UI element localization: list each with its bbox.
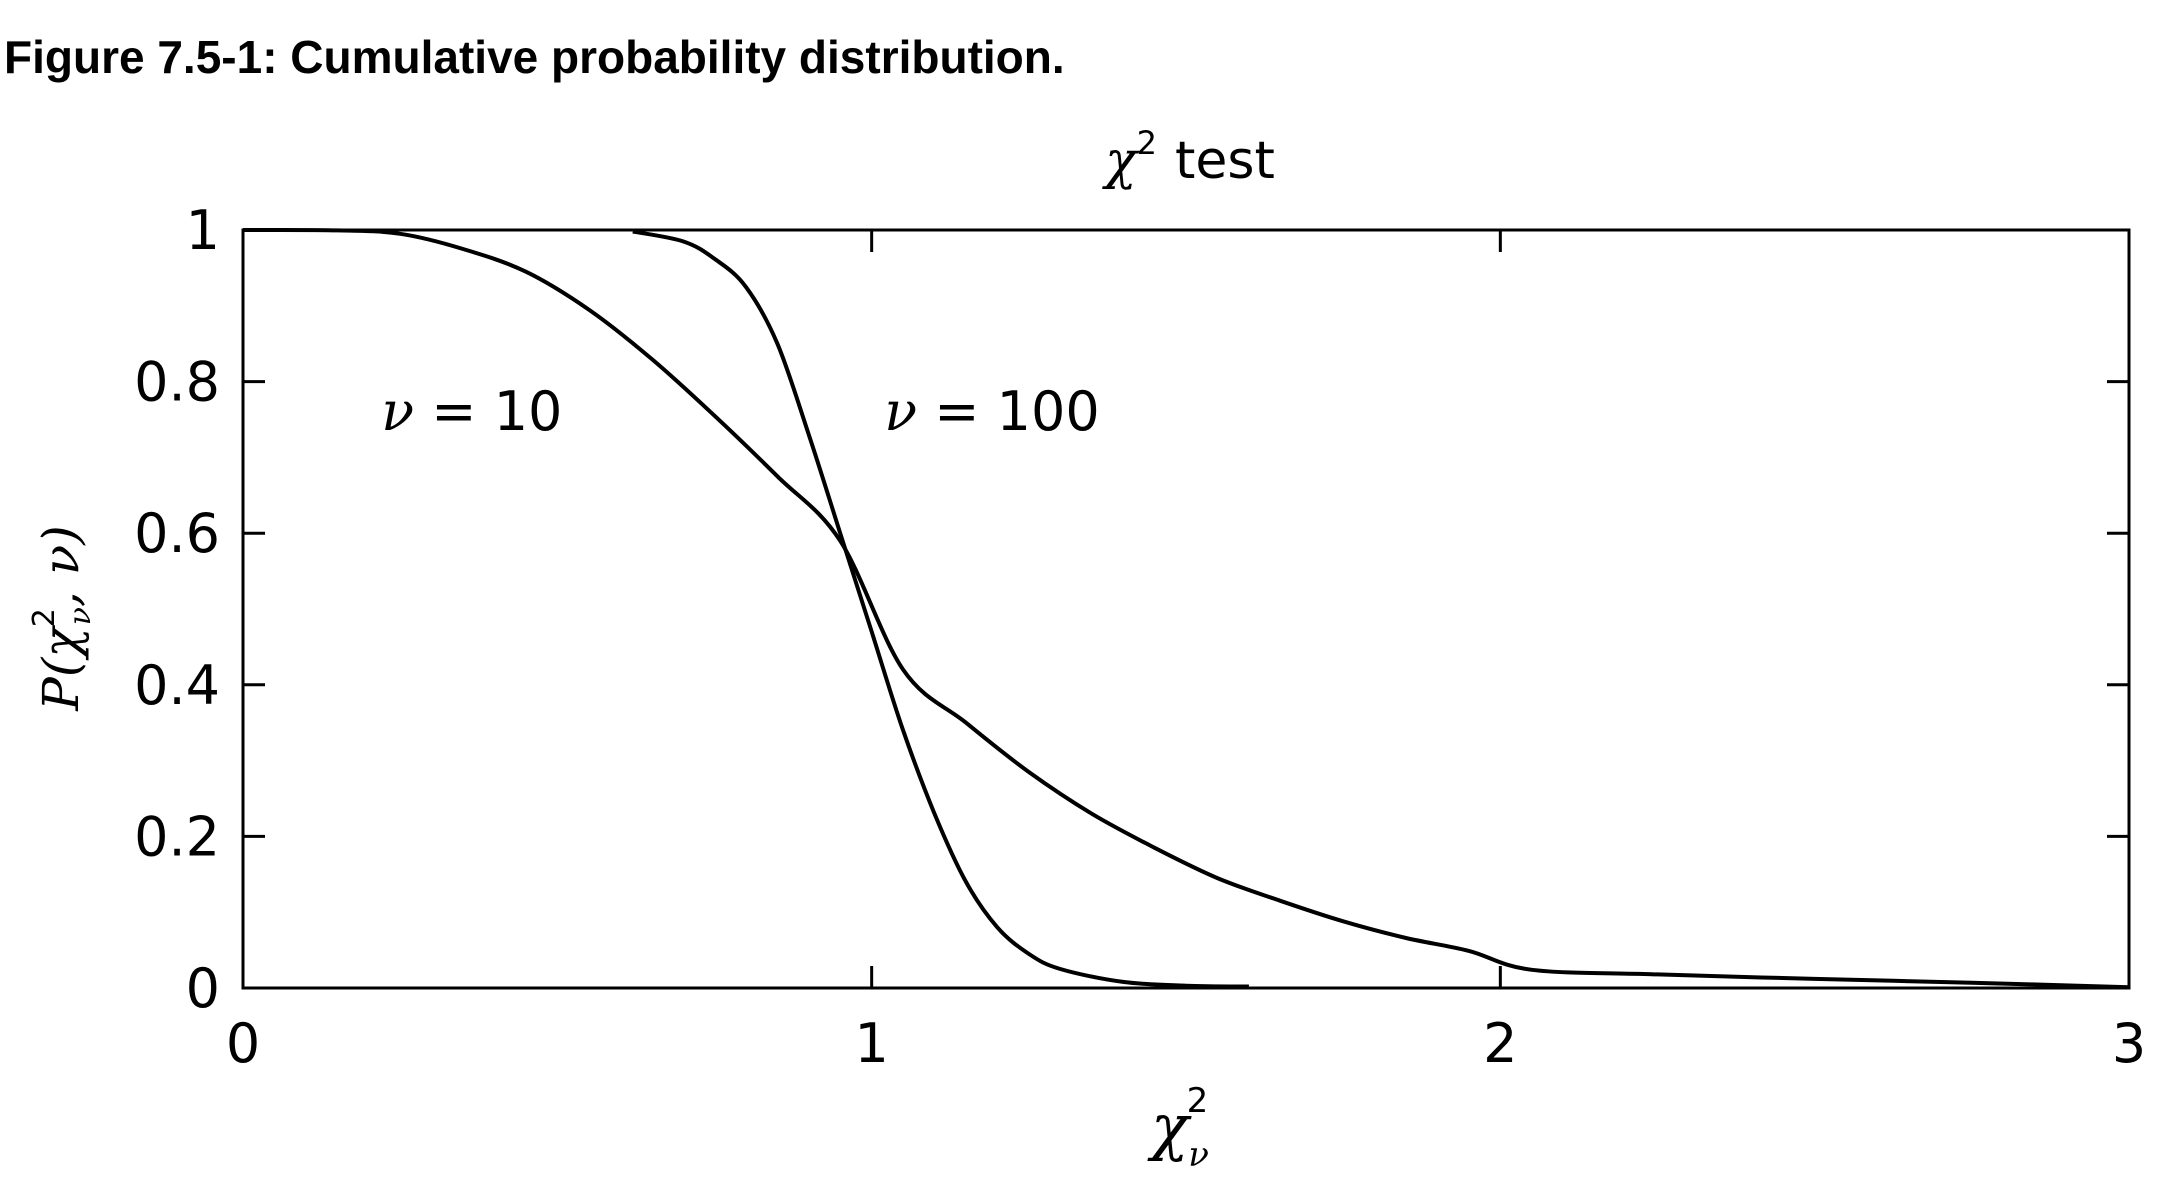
y-tick-label: 1 bbox=[186, 199, 220, 262]
y-tick-label: 0.2 bbox=[134, 805, 220, 868]
series-line-2 bbox=[632, 229, 1249, 989]
y-axis-label-subscript: ν bbox=[63, 607, 98, 625]
curve-label-1: ν = 10 bbox=[381, 380, 562, 443]
y-tick-label: 0.4 bbox=[134, 654, 220, 717]
series-layer bbox=[242, 227, 2130, 990]
ticks-layer: 0 1 2 3 0 0.2 0.4 0.6 0.8 1 bbox=[134, 199, 2146, 1075]
y-axis-label: P(χ2ν, ν) bbox=[27, 525, 98, 712]
figure-caption: Figure 7.5-1: Cumulative probability dis… bbox=[4, 31, 1065, 83]
curve-label-symbol: ν bbox=[884, 380, 917, 443]
curve-label-symbol: ν bbox=[381, 380, 414, 443]
plot-area bbox=[241, 228, 2131, 990]
curve-label-text: = 10 bbox=[414, 380, 562, 443]
x-axis-label-superscript: 2 bbox=[1187, 1081, 1209, 1121]
x-tick-label: 2 bbox=[1483, 1012, 1517, 1075]
annotations-layer: ν = 10 ν = 100 bbox=[381, 380, 1099, 443]
curve-label-2: ν = 100 bbox=[884, 380, 1099, 443]
x-tick-label: 3 bbox=[2112, 1012, 2146, 1075]
y-tick-label: 0.6 bbox=[134, 502, 220, 565]
x-axis-label-symbol: χ bbox=[1147, 1090, 1192, 1163]
chart-title-text: test bbox=[1175, 131, 1275, 191]
y-tick-label: 0 bbox=[186, 957, 220, 1020]
curve-label-text: = 100 bbox=[917, 380, 1100, 443]
x-tick-label: 0 bbox=[226, 1012, 260, 1075]
y-axis-label-suffix: , ν) bbox=[32, 525, 90, 607]
plot-frame bbox=[241, 228, 2131, 990]
y-axis-label-superscript: 2 bbox=[27, 608, 62, 627]
y-axis-label-symbol: χ bbox=[32, 625, 90, 661]
y-axis-label-prefix: P( bbox=[32, 656, 90, 712]
chart-title-symbol: χ bbox=[1101, 131, 1140, 191]
chart-title: χ2 test bbox=[1101, 124, 1275, 191]
x-tick-label: 1 bbox=[854, 1012, 888, 1075]
x-axis-label-subscript: ν bbox=[1188, 1135, 1209, 1175]
chart-title-superscript: 2 bbox=[1137, 124, 1157, 162]
series-line-1 bbox=[242, 227, 2130, 990]
x-axis-label: χ2 ν bbox=[1147, 1081, 1209, 1175]
y-tick-label: 0.8 bbox=[134, 351, 220, 414]
